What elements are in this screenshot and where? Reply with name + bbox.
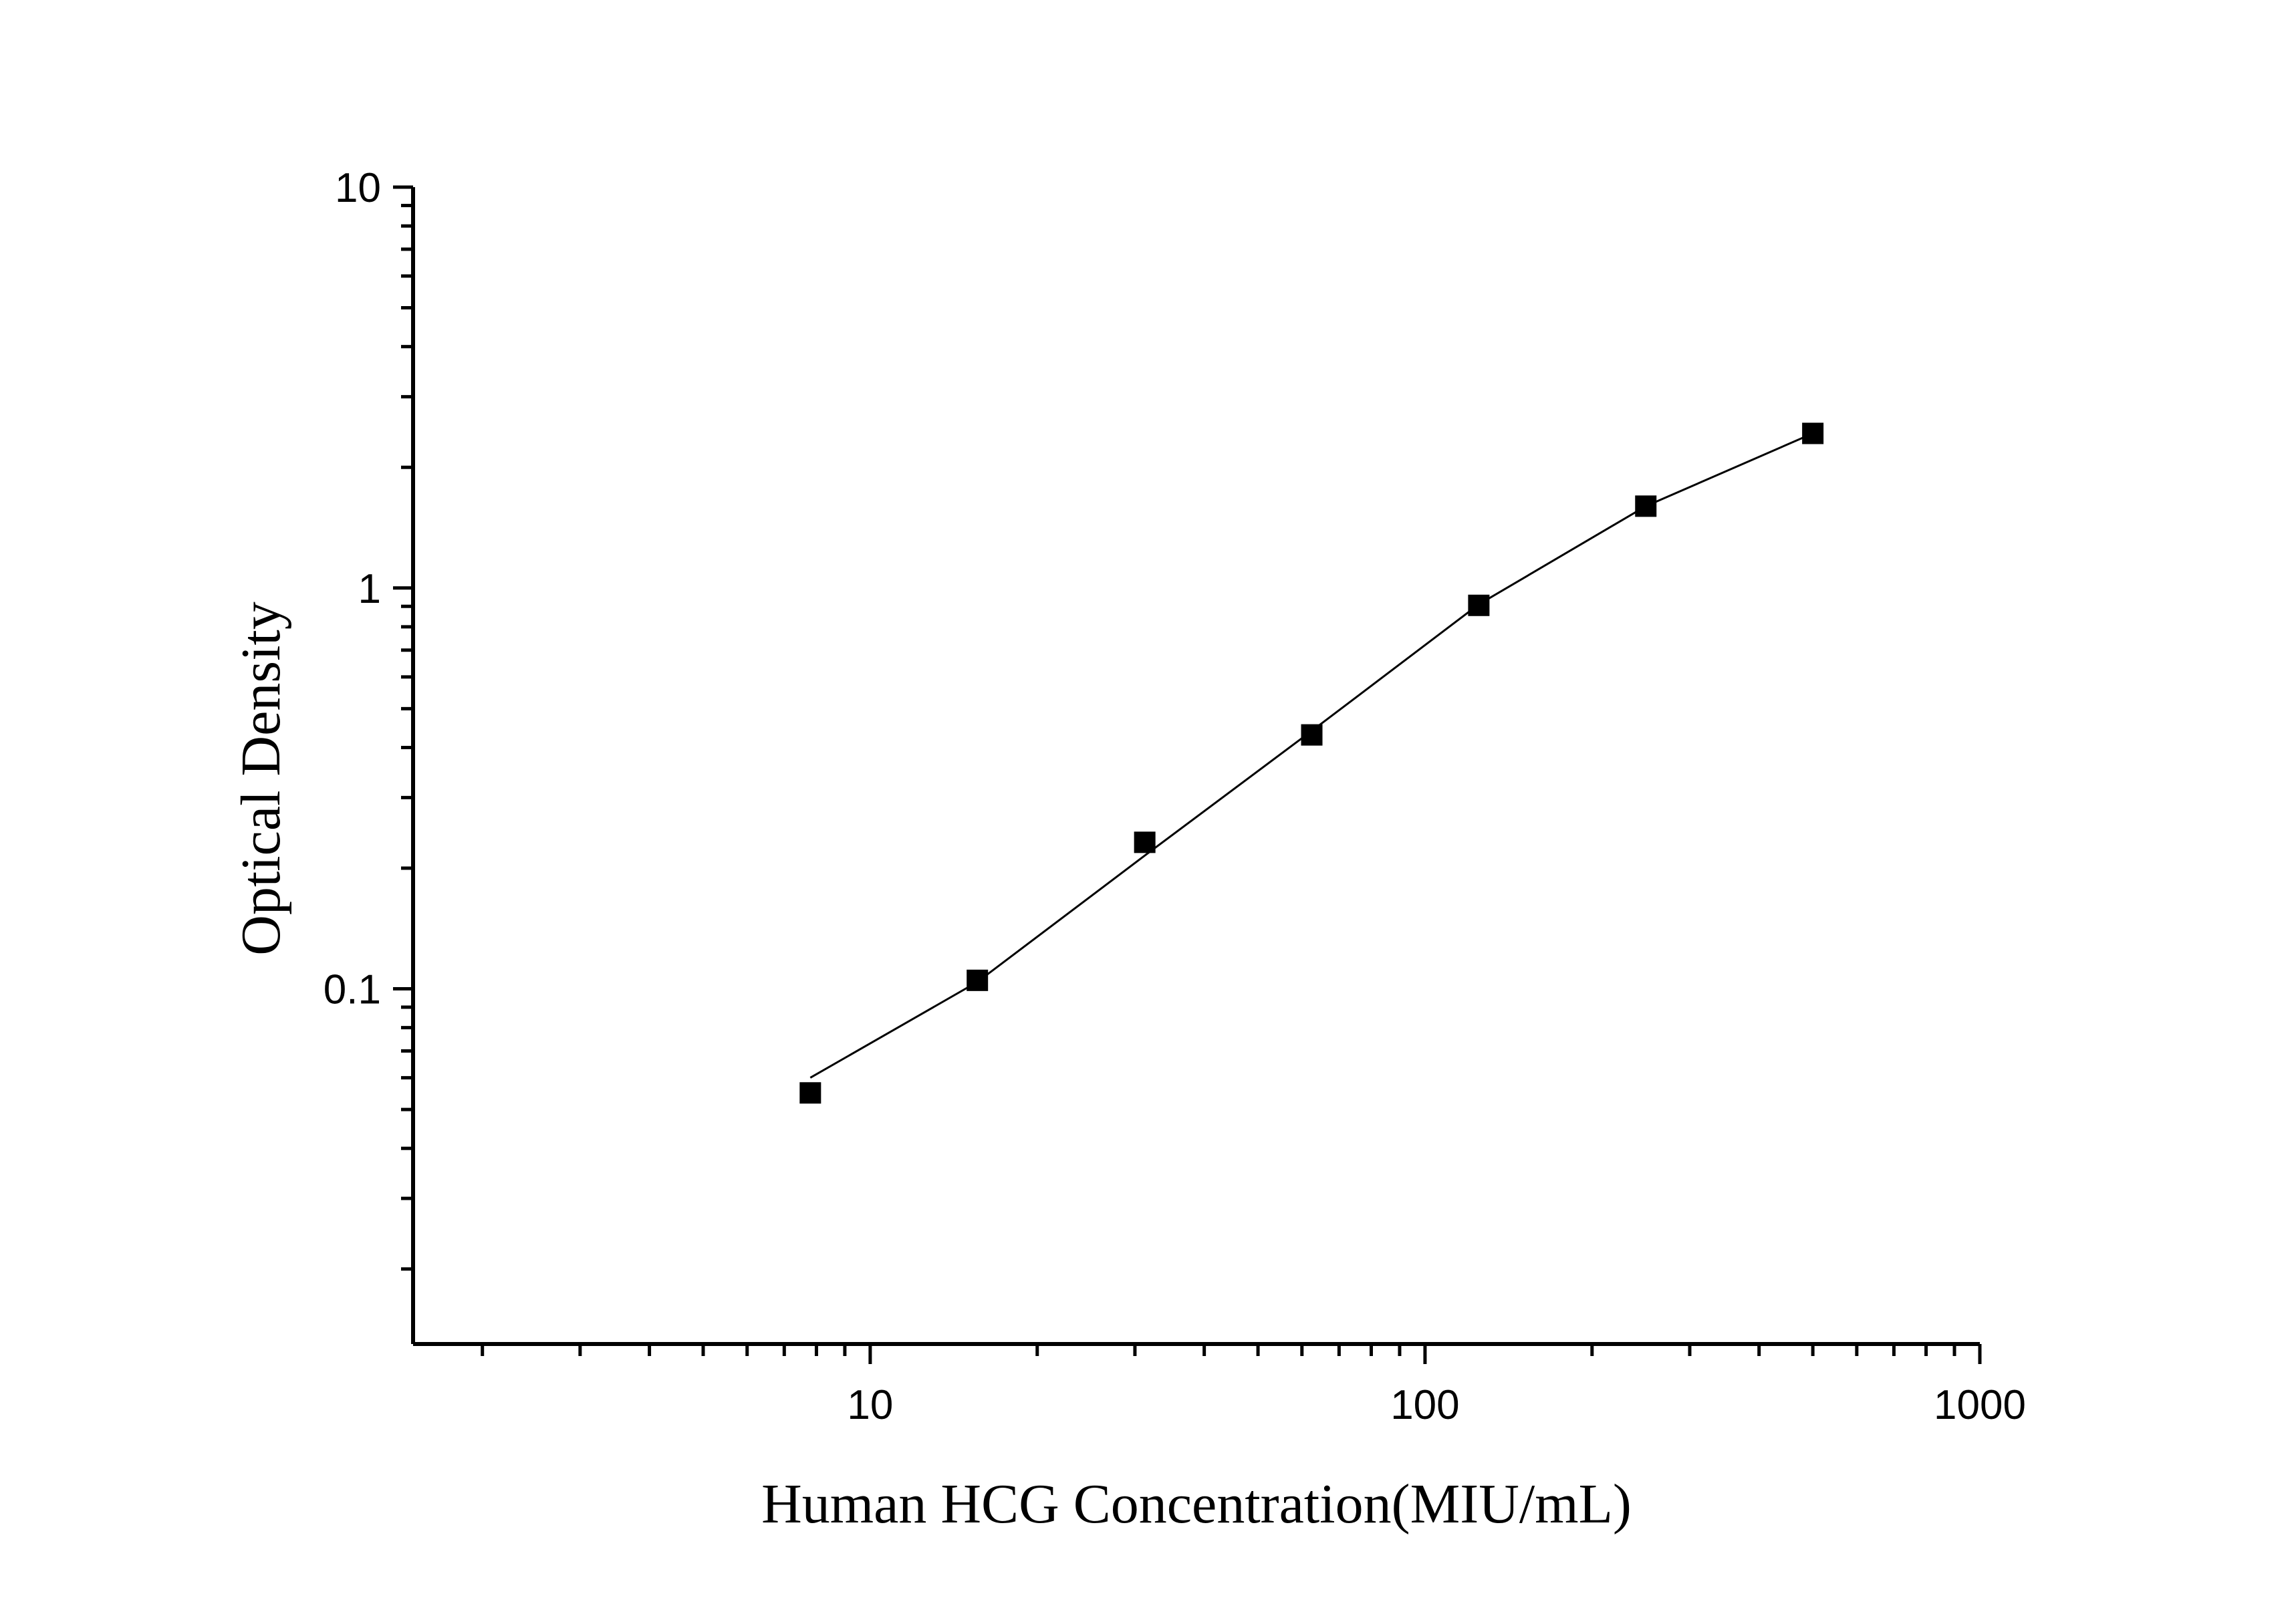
x-tick-label-1000: 1000	[1934, 1382, 2026, 1428]
data-point	[1468, 594, 1490, 616]
data-point	[1301, 724, 1323, 746]
y-tick-label-0.1: 0.1	[324, 967, 381, 1013]
x-axis-ticks	[481, 1344, 1982, 1364]
y-axis-ticks	[393, 185, 413, 1271]
data-point	[1635, 495, 1657, 517]
fit-curve-layer	[809, 432, 1813, 1079]
y-tick-label-1: 1	[358, 566, 381, 612]
data-point	[799, 1082, 821, 1104]
x-axis-title: Human HCG Concentration(MIU/mL)	[761, 1473, 1632, 1535]
axes	[393, 185, 1982, 1364]
tick-labels: 10 100 1000 0.1 1 10	[324, 165, 2026, 1428]
x-tick-label-10: 10	[847, 1382, 893, 1428]
data-point	[967, 969, 989, 991]
data-point	[1134, 831, 1156, 853]
y-axis-title: Optical Density	[230, 601, 292, 956]
fit-curve-line	[809, 432, 1813, 1079]
x-tick-label-100: 100	[1390, 1382, 1459, 1428]
y-tick-label-10: 10	[335, 165, 381, 211]
data-points-layer	[799, 422, 1824, 1104]
data-point	[1802, 422, 1824, 444]
